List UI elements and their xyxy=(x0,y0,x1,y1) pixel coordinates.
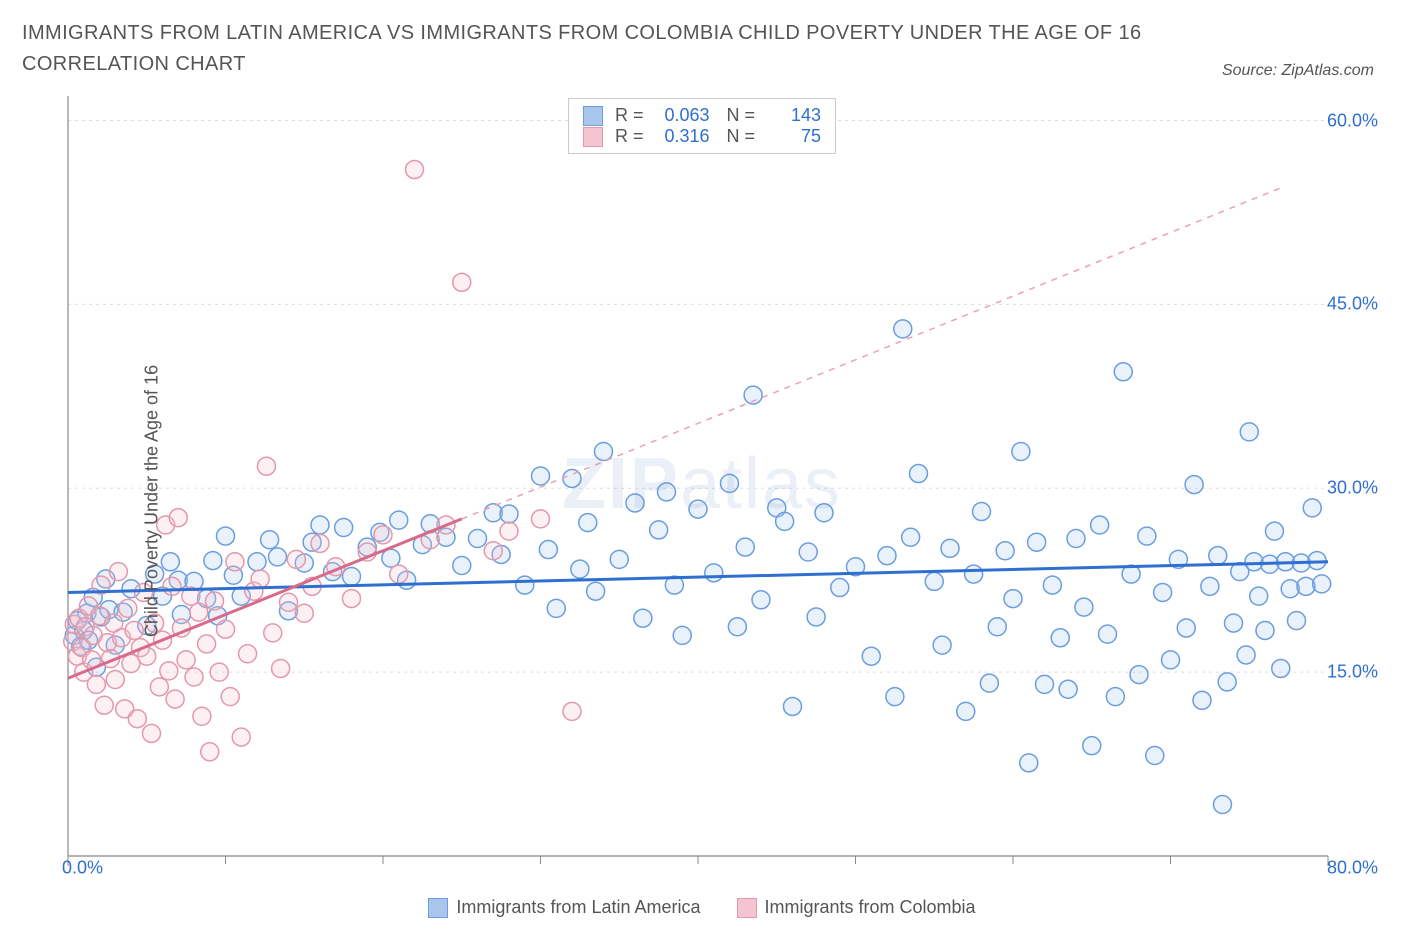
axis-tick-label: 45.0% xyxy=(1327,294,1378,315)
scatter-chart xyxy=(22,86,1352,886)
y-axis-label: Child Poverty Under the Age of 16 xyxy=(142,365,163,637)
legend-item-colombia: Immigrants from Colombia xyxy=(737,897,976,918)
chart-container: Child Poverty Under the Age of 16 ZIPatl… xyxy=(22,86,1382,916)
stats-row-colombia: R = 0.316 N = 75 xyxy=(583,126,821,147)
axis-tick-label: 80.0% xyxy=(1327,858,1378,879)
source-text: Source: ZipAtlas.com xyxy=(1222,62,1374,80)
chart-title: IMMIGRANTS FROM LATIN AMERICA VS IMMIGRA… xyxy=(22,18,1142,80)
swatch-latin-america-icon xyxy=(428,898,448,918)
stats-legend: R = 0.063 N = 143 R = 0.316 N = 75 xyxy=(568,98,836,154)
bottom-legend: Immigrants from Latin America Immigrants… xyxy=(22,897,1382,918)
legend-item-latin-america: Immigrants from Latin America xyxy=(428,897,700,918)
swatch-latin-america xyxy=(583,106,603,126)
axis-tick-label: 60.0% xyxy=(1327,110,1378,131)
swatch-colombia-icon xyxy=(737,898,757,918)
axis-tick-label: 30.0% xyxy=(1327,478,1378,499)
swatch-colombia xyxy=(583,127,603,147)
axis-tick-label: 15.0% xyxy=(1327,662,1378,683)
stats-row-latin-america: R = 0.063 N = 143 xyxy=(583,105,821,126)
axis-tick-label: 0.0% xyxy=(62,858,103,879)
